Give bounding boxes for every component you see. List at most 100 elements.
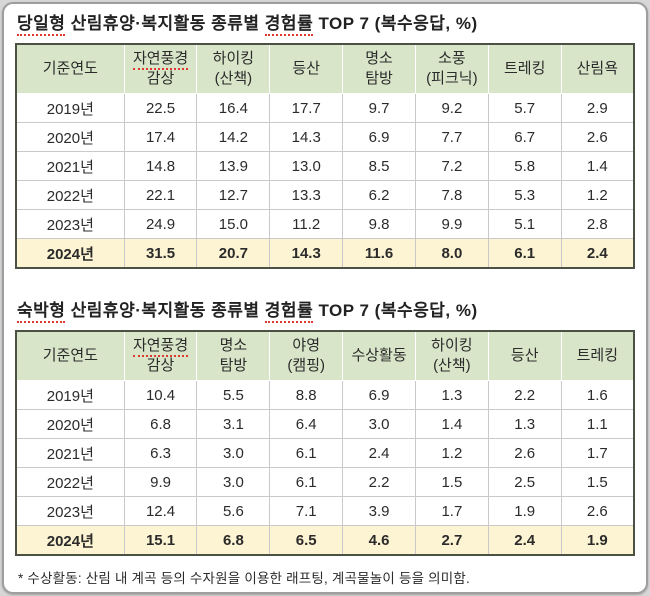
value-cell: 1.2 bbox=[560, 180, 635, 210]
value-cell: 2.6 bbox=[487, 438, 562, 468]
table-row: 2021년 6.3 3.0 6.1 2.4 1.2 2.6 1.7 bbox=[15, 438, 635, 468]
column-header-line: 탐방 bbox=[365, 70, 393, 87]
value-cell: 13.3 bbox=[269, 180, 344, 210]
year-cell: 2020년 bbox=[15, 122, 125, 152]
experience-rate-table: 기준연도 자연풍경 감상 하이킹 (산책) 등산 명소 탐방 소풍 (피크닉) 트레킹 산림욕 2019… bbox=[15, 43, 635, 269]
value-cell: 17.7 bbox=[269, 93, 344, 123]
value-cell: 24.9 bbox=[123, 209, 198, 239]
column-header-line: 명소 bbox=[365, 50, 393, 67]
value-cell: 4.6 bbox=[342, 525, 416, 556]
value-cell: 11.2 bbox=[269, 209, 344, 239]
value-cell: 14.2 bbox=[196, 122, 271, 152]
value-cell: 2.4 bbox=[487, 525, 562, 556]
year-cell: 2022년 bbox=[15, 180, 125, 210]
year-cell: 2021년 bbox=[15, 151, 125, 181]
table-row: 2021년 14.8 13.9 13.0 8.5 7.2 5.8 1.4 bbox=[15, 151, 635, 181]
value-cell: 17.4 bbox=[123, 122, 198, 152]
value-cell: 14.3 bbox=[269, 122, 344, 152]
value-cell: 1.5 bbox=[560, 467, 635, 497]
table-row: 2020년 6.8 3.1 6.4 3.0 1.4 1.3 1.1 bbox=[15, 409, 635, 439]
value-cell: 7.2 bbox=[414, 151, 489, 181]
column-header-line: 등산 bbox=[292, 60, 321, 77]
column-header: 기준연도 bbox=[15, 330, 125, 381]
tables-root: 당일형 산림휴양·복지활동 종류별 경험률 TOP 7 (복수응답, %) 기준연… bbox=[15, 12, 635, 556]
column-header-line: 하이킹 bbox=[431, 337, 473, 354]
table-row: 2023년 24.9 15.0 11.2 9.8 9.9 5.1 2.8 bbox=[15, 209, 635, 239]
column-header-line: 기준연도 bbox=[42, 60, 98, 77]
value-cell: 5.6 bbox=[196, 496, 271, 526]
column-header-line: 소풍 bbox=[438, 50, 466, 67]
value-cell: 6.1 bbox=[269, 438, 344, 468]
title-segment: TOP 7 (복수응답, %) bbox=[313, 14, 478, 33]
column-header: 기준연도 bbox=[15, 43, 125, 94]
value-cell: 1.4 bbox=[560, 151, 635, 181]
value-cell: 7.7 bbox=[414, 122, 489, 152]
column-header-line: 탐방 bbox=[219, 357, 248, 374]
value-cell: 2.2 bbox=[342, 467, 416, 497]
value-cell: 3.0 bbox=[196, 438, 271, 468]
value-cell: 9.2 bbox=[414, 93, 489, 123]
year-cell: 2021년 bbox=[15, 438, 125, 468]
value-cell: 11.6 bbox=[342, 238, 416, 269]
value-cell: 2.6 bbox=[560, 122, 635, 152]
column-header-line: 트레킹 bbox=[576, 347, 618, 364]
value-cell: 9.8 bbox=[342, 209, 416, 239]
value-cell: 8.8 bbox=[269, 380, 344, 410]
value-cell: 6.5 bbox=[269, 525, 344, 556]
value-cell: 6.9 bbox=[342, 122, 416, 152]
value-cell: 5.8 bbox=[487, 151, 562, 181]
value-cell: 20.7 bbox=[196, 238, 271, 269]
value-cell: 14.3 bbox=[269, 238, 344, 269]
table-row: 2019년 10.4 5.5 8.8 6.9 1.3 2.2 1.6 bbox=[15, 380, 635, 410]
year-cell: 2019년 bbox=[15, 93, 125, 123]
value-cell: 5.3 bbox=[487, 180, 562, 210]
header-row: 기준연도 자연풍경 감상 명소 탐방 야영 (캠핑) 수상활동 하이킹 (산책) 등산 트레킹 bbox=[15, 330, 635, 381]
value-cell: 1.9 bbox=[487, 496, 562, 526]
column-header-line: (산책) bbox=[433, 357, 471, 374]
value-cell: 2.4 bbox=[560, 238, 635, 269]
column-header: 명소 탐방 bbox=[196, 330, 271, 381]
column-header-line: (피크닉) bbox=[426, 70, 478, 87]
column-header-line: 수상활동 bbox=[351, 347, 407, 364]
value-cell: 6.9 bbox=[342, 380, 416, 410]
title-segment-misspelled: 경험률 bbox=[264, 301, 314, 323]
value-cell: 6.2 bbox=[342, 180, 416, 210]
value-cell: 3.1 bbox=[196, 409, 271, 439]
value-cell: 8.0 bbox=[414, 238, 489, 269]
column-header-line: (캠핑) bbox=[287, 357, 325, 374]
year-cell: 2024년 bbox=[15, 238, 125, 269]
column-header: 산림욕 bbox=[560, 43, 635, 94]
column-header: 자연풍경 감상 bbox=[123, 330, 198, 381]
table-row: 2023년 12.4 5.6 7.1 3.9 1.7 1.9 2.6 bbox=[15, 496, 635, 526]
value-cell: 6.7 bbox=[487, 122, 562, 152]
value-cell: 5.5 bbox=[196, 380, 271, 410]
year-cell: 2023년 bbox=[15, 496, 125, 526]
table-row: 2024년 31.5 20.7 14.3 11.6 8.0 6.1 2.4 bbox=[15, 238, 635, 269]
table-section-1: 당일형 산림휴양·복지활동 종류별 경험률 TOP 7 (복수응답, %) 기준연… bbox=[15, 12, 635, 269]
title-segment: 산림휴양·복지활동 종류별 bbox=[65, 301, 265, 320]
value-cell: 22.5 bbox=[123, 93, 198, 123]
value-cell: 9.9 bbox=[123, 467, 198, 497]
column-header: 트레킹 bbox=[560, 330, 635, 381]
column-header-line: 기준연도 bbox=[42, 347, 98, 364]
value-cell: 15.0 bbox=[196, 209, 271, 239]
value-cell: 1.6 bbox=[560, 380, 635, 410]
value-cell: 1.4 bbox=[414, 409, 489, 439]
column-header: 등산 bbox=[269, 43, 344, 94]
table-row: 2020년 17.4 14.2 14.3 6.9 7.7 6.7 2.6 bbox=[15, 122, 635, 152]
year-cell: 2019년 bbox=[15, 380, 125, 410]
value-cell: 16.4 bbox=[196, 93, 271, 123]
column-header: 하이킹 (산책) bbox=[196, 43, 271, 94]
value-cell: 2.5 bbox=[487, 467, 562, 497]
value-cell: 1.3 bbox=[487, 409, 562, 439]
title-segment: TOP 7 (복수응답, %) bbox=[313, 301, 478, 320]
value-cell: 12.4 bbox=[123, 496, 198, 526]
column-header: 야영 (캠핑) bbox=[269, 330, 344, 381]
column-header-line: 트레킹 bbox=[503, 60, 546, 77]
header-row: 기준연도 자연풍경 감상 하이킹 (산책) 등산 명소 탐방 소풍 (피크닉) 트레킹 산림욕 bbox=[15, 43, 635, 94]
value-cell: 13.9 bbox=[196, 151, 271, 181]
year-cell: 2023년 bbox=[15, 209, 125, 239]
column-header-line: 감상 bbox=[146, 357, 175, 374]
